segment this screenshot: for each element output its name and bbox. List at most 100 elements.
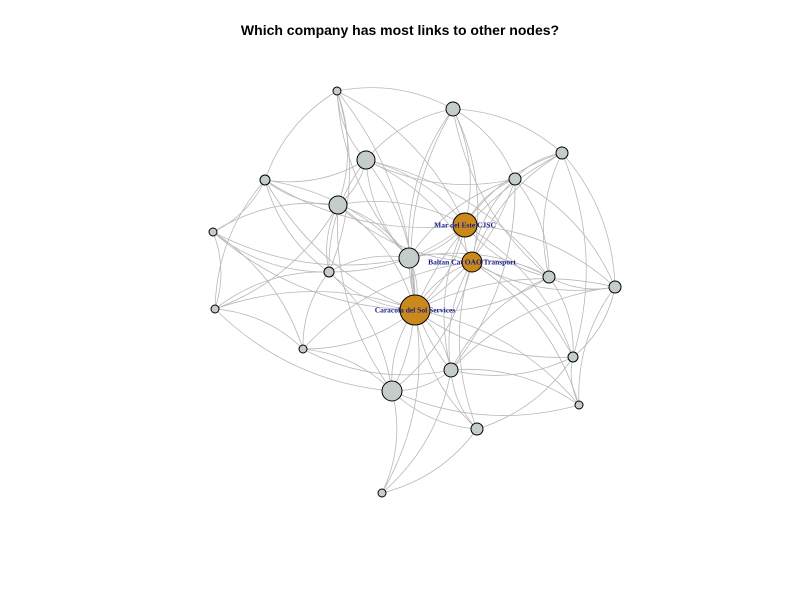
- edge: [448, 261, 473, 371]
- edge: [450, 286, 616, 371]
- edge: [471, 261, 574, 358]
- node[interactable]: [574, 400, 584, 410]
- node-highlighted[interactable]: [452, 212, 478, 238]
- node[interactable]: [356, 150, 376, 170]
- edge: [414, 152, 563, 311]
- edge: [452, 108, 516, 180]
- node[interactable]: [508, 172, 522, 186]
- edge: [214, 308, 304, 350]
- node-label-mar-del-este: Mar del Este CJSC: [434, 221, 496, 230]
- edge: [214, 179, 266, 310]
- node[interactable]: [608, 280, 622, 294]
- edge: [452, 108, 471, 226]
- node[interactable]: [210, 304, 220, 314]
- edge: [414, 309, 580, 406]
- edge: [336, 87, 454, 110]
- node-highlighted[interactable]: [461, 251, 483, 273]
- node-label-caracola: Caracola del Sol Services: [375, 306, 456, 315]
- edge: [336, 90, 416, 311]
- label-layer: Mar del Este CJSC Baltan Cat OAO Transpor…: [375, 221, 517, 315]
- edge: [572, 286, 616, 358]
- edge: [212, 179, 266, 233]
- node[interactable]: [332, 86, 342, 96]
- node-highlighted[interactable]: [399, 294, 431, 326]
- edge: [337, 204, 393, 392]
- edge: [365, 159, 516, 185]
- edge: [214, 271, 330, 310]
- edge: [365, 159, 473, 263]
- edge: [443, 224, 466, 371]
- edge: [302, 348, 452, 376]
- edge: [450, 178, 516, 371]
- edge: [414, 276, 550, 312]
- edge: [561, 152, 616, 288]
- edge: [464, 224, 574, 358]
- edge: [471, 152, 563, 263]
- edge: [365, 159, 416, 311]
- edge: [578, 286, 616, 406]
- edge: [212, 231, 304, 350]
- edge: [214, 308, 393, 392]
- edge: [381, 309, 420, 494]
- edge: [408, 178, 516, 259]
- edge: [381, 369, 452, 494]
- edge: [391, 390, 580, 416]
- edge: [337, 201, 466, 226]
- node[interactable]: [298, 344, 308, 354]
- edge: [381, 390, 398, 494]
- edge: [212, 231, 330, 273]
- node[interactable]: [470, 422, 484, 436]
- node-label-baltan: Baltan Cat OAO Transport: [428, 258, 516, 267]
- edge: [391, 257, 415, 392]
- edge: [452, 108, 563, 154]
- node[interactable]: [555, 146, 569, 160]
- edge: [264, 179, 416, 311]
- edge: [212, 202, 339, 233]
- edge: [302, 348, 393, 392]
- edge: [450, 369, 478, 430]
- edge: [414, 309, 478, 430]
- node[interactable]: [208, 227, 218, 237]
- node[interactable]: [328, 195, 348, 215]
- edge: [328, 271, 393, 392]
- node[interactable]: [567, 351, 579, 363]
- edge: [212, 231, 222, 310]
- edge: [450, 356, 574, 376]
- node[interactable]: [377, 488, 387, 498]
- edge: [450, 368, 580, 406]
- edge: [336, 90, 410, 259]
- edge: [391, 261, 473, 392]
- node-layer: [208, 86, 622, 498]
- chart-title: Which company has most links to other no…: [240, 22, 560, 38]
- node[interactable]: [259, 174, 271, 186]
- edge: [212, 231, 416, 311]
- edge: [214, 291, 416, 311]
- edge: [336, 90, 466, 226]
- node[interactable]: [445, 101, 461, 117]
- edge: [302, 271, 330, 350]
- edge: [264, 179, 330, 273]
- edge: [514, 178, 550, 278]
- edge: [452, 108, 550, 278]
- edge: [543, 152, 563, 278]
- edge: [212, 231, 410, 266]
- edge: [264, 179, 466, 228]
- node[interactable]: [443, 362, 459, 378]
- edge: [476, 356, 574, 430]
- node[interactable]: [542, 270, 556, 284]
- edge: [381, 428, 478, 494]
- edge: [459, 261, 478, 430]
- node[interactable]: [381, 380, 403, 402]
- edge: [302, 261, 473, 350]
- edge: [365, 159, 550, 278]
- node[interactable]: [398, 247, 420, 269]
- edge: [414, 309, 574, 358]
- edge: [264, 90, 338, 181]
- edge: [336, 90, 349, 206]
- edge: [408, 108, 454, 259]
- node[interactable]: [323, 266, 335, 278]
- edge: [365, 108, 454, 161]
- edge: [514, 178, 616, 288]
- edge: [561, 152, 587, 358]
